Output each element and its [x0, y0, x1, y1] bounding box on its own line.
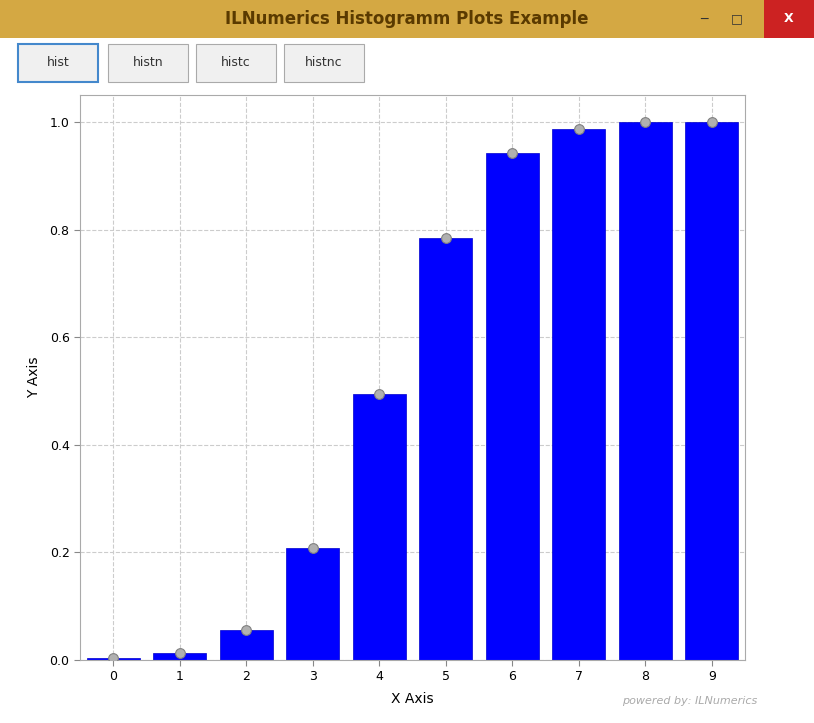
Text: histn: histn — [133, 56, 164, 69]
Bar — [220, 630, 273, 660]
Y-axis label: Y Axis: Y Axis — [27, 356, 42, 398]
Bar — [287, 548, 339, 660]
Bar — [619, 122, 672, 660]
Text: histc: histc — [221, 56, 251, 69]
Text: □: □ — [731, 12, 742, 25]
Bar — [352, 394, 406, 660]
Bar — [552, 129, 606, 660]
Text: histnc: histnc — [305, 56, 343, 69]
X-axis label: X Axis: X Axis — [392, 692, 434, 706]
Bar — [685, 122, 738, 660]
Bar — [153, 653, 207, 660]
Text: X: X — [784, 12, 794, 25]
Bar — [419, 238, 472, 660]
Text: powered by: ILNumerics: powered by: ILNumerics — [622, 696, 757, 706]
Bar — [486, 153, 539, 660]
Text: ILNumerics Histogramm Plots Example: ILNumerics Histogramm Plots Example — [225, 10, 589, 28]
Text: hist: hist — [46, 56, 69, 69]
Text: ─: ─ — [700, 12, 708, 25]
Bar — [86, 659, 140, 660]
